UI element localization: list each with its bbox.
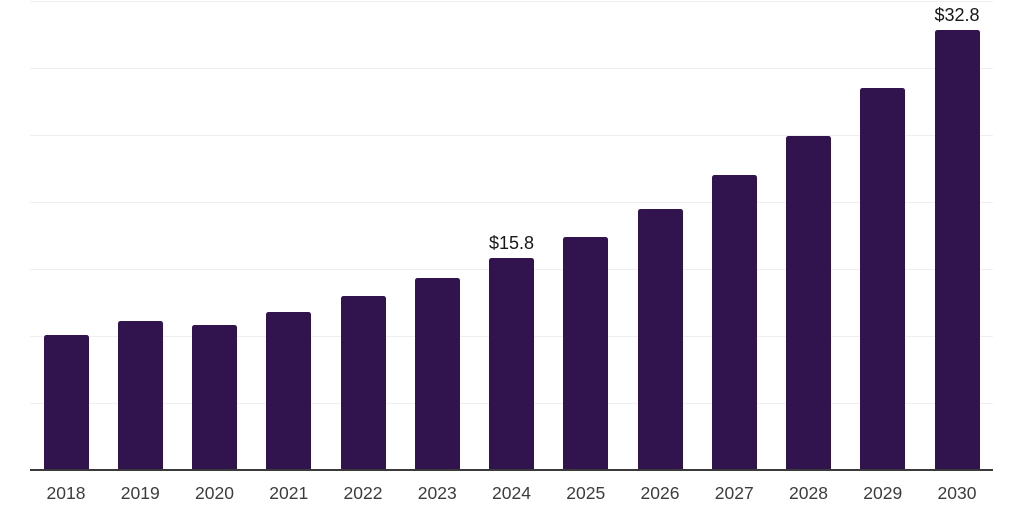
x-tick-2022: 2022 (343, 483, 383, 503)
x-tick-2021: 2021 (269, 483, 309, 503)
bar-2020 (192, 325, 237, 470)
gridline-30 (30, 67, 993, 69)
value-label-2030: $32.8 (934, 5, 980, 26)
bar-2022 (340, 295, 386, 470)
gridline-20 (30, 201, 993, 203)
bar-2021 (266, 311, 312, 470)
x-tick-2019: 2019 (120, 483, 160, 503)
bar-2025 (563, 236, 609, 470)
bar-2019 (117, 321, 163, 470)
gridline-35 (30, 0, 993, 2)
x-tick-2023: 2023 (417, 483, 457, 503)
bar-2028 (786, 136, 831, 470)
x-tick-2025: 2025 (566, 483, 606, 503)
bar-2026 (637, 208, 683, 470)
gridline-25 (30, 134, 993, 136)
bar-2024 (489, 258, 534, 470)
x-tick-2027: 2027 (714, 483, 754, 503)
x-tick-2026: 2026 (640, 483, 680, 503)
bar-2023 (414, 278, 460, 470)
bar-2027 (711, 175, 757, 470)
value-label-2024: $15.8 (488, 233, 535, 254)
bar-2029 (860, 88, 906, 470)
x-tick-2029: 2029 (863, 483, 903, 503)
bar-2030 (934, 30, 980, 470)
x-tick-2020: 2020 (195, 483, 234, 503)
x-axis-line (30, 469, 993, 471)
x-tick-2018: 2018 (46, 483, 86, 503)
x-tick-2028: 2028 (789, 483, 828, 503)
bar-2018 (43, 334, 89, 470)
x-tick-2030: 2030 (937, 483, 977, 503)
x-tick-2024: 2024 (492, 483, 531, 503)
